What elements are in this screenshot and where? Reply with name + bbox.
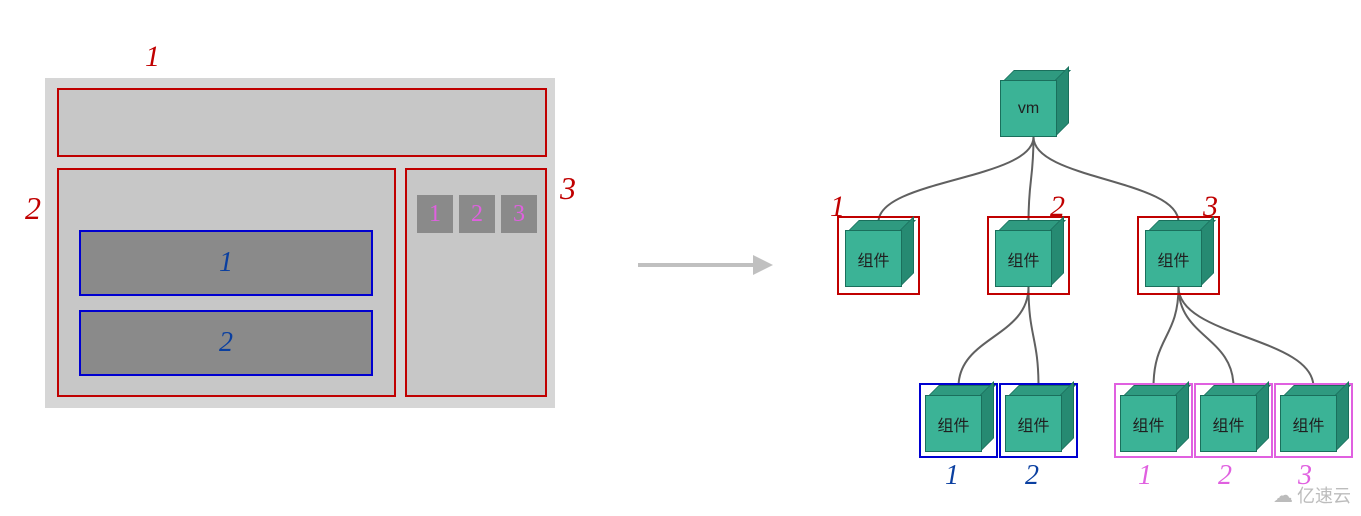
wireframe-header	[57, 88, 547, 157]
arrow-icon	[638, 255, 778, 275]
watermark-text: 亿速云	[1297, 482, 1351, 508]
tree-annot-row2a-1: 1	[945, 460, 959, 492]
tree-node-label: 组件	[845, 230, 902, 287]
left-row-1: 1	[79, 230, 373, 296]
annot-right-3: 3	[560, 170, 576, 207]
cloud-icon: ☁	[1273, 483, 1293, 508]
annot-top-1: 1	[145, 40, 160, 74]
tree-node-label: 组件	[1145, 230, 1202, 287]
tree-annot-row2b-1: 1	[1138, 460, 1152, 492]
tree-node-c3b: 组件	[1200, 385, 1255, 440]
watermark: ☁ 亿速云	[1273, 482, 1351, 508]
tree-node-c3: 组件	[1145, 220, 1200, 275]
mini-cell-3: 3	[501, 195, 537, 233]
mini-cell-1: 1	[417, 195, 453, 233]
component-tree: vm组件组件组件组件组件组件组件组件12312123	[800, 50, 1360, 490]
tree-node-c3c: 组件	[1280, 385, 1335, 440]
tree-annot-row2b-2: 2	[1218, 460, 1232, 492]
annot-left-2: 2	[25, 190, 41, 227]
tree-node-label: 组件	[1200, 395, 1257, 452]
left-row-2: 2	[79, 310, 373, 376]
wireframe-layout: 1 2 1 2 3	[45, 78, 555, 408]
wireframe-right-panel: 1 2 3	[405, 168, 547, 397]
tree-annot-row1-3: 3	[1203, 190, 1218, 224]
tree-node-label: 组件	[1280, 395, 1337, 452]
tree-node-label: 组件	[995, 230, 1052, 287]
tree-node-c2b: 组件	[1005, 385, 1060, 440]
tree-annot-row1-1: 1	[830, 190, 845, 224]
tree-node-label: 组件	[1120, 395, 1177, 452]
wireframe-left-panel: 1 2	[57, 168, 396, 397]
tree-annot-row2a-2: 2	[1025, 460, 1039, 492]
tree-node-c1: 组件	[845, 220, 900, 275]
tree-node-c3a: 组件	[1120, 385, 1175, 440]
tree-node-label: 组件	[925, 395, 982, 452]
tree-node-c2a: 组件	[925, 385, 980, 440]
tree-annot-row1-2: 2	[1050, 190, 1065, 224]
tree-node-label: 组件	[1005, 395, 1062, 452]
tree-node-root: vm	[1000, 70, 1055, 125]
diagram-canvas: 1 2 1 2 3 1 2 3 vm组件组件组件组件组件组件组件组件123121…	[0, 0, 1361, 516]
mini-cell-2: 2	[459, 195, 495, 233]
tree-node-c2: 组件	[995, 220, 1050, 275]
tree-node-label: vm	[1000, 80, 1057, 137]
